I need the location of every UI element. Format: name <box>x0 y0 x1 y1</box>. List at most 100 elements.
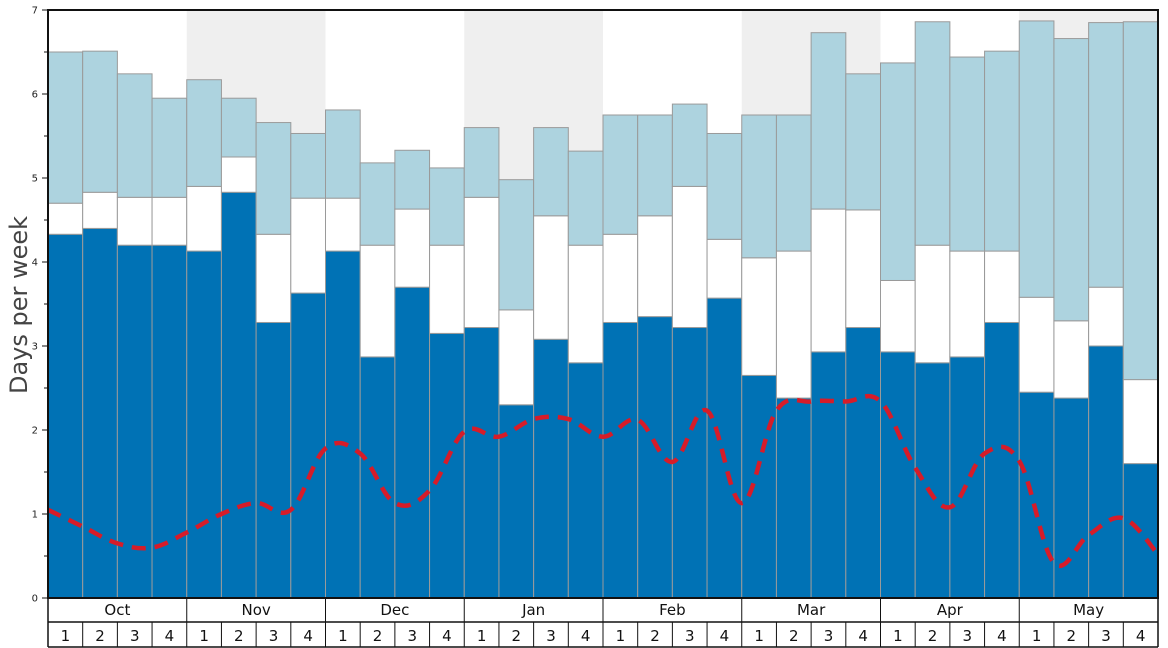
bar-segment-1-0 <box>47 202 84 235</box>
bar-segment-2-22 <box>810 32 847 210</box>
bar-segment-1-14 <box>533 215 569 340</box>
week-label: 2 <box>95 627 105 645</box>
y-tick-label: 2 <box>32 426 38 437</box>
month-label-jan: Jan <box>521 601 545 619</box>
bar-segment-0-14 <box>533 338 569 599</box>
bar-segment-0-11 <box>429 332 465 599</box>
bar-segment-1-18 <box>671 185 708 329</box>
bar-segment-0-7 <box>290 292 326 599</box>
bar-segment-1-31 <box>1122 379 1159 465</box>
bar-segment-0-29 <box>1053 397 1090 599</box>
bar-segment-1-19 <box>706 238 743 299</box>
month-label-dec: Dec <box>380 601 409 619</box>
bar-segment-0-23 <box>845 327 881 599</box>
week-label: 4 <box>997 627 1007 645</box>
bar-segment-2-23 <box>845 73 881 211</box>
bar-segment-2-9 <box>359 162 396 246</box>
week-label: 3 <box>685 627 695 645</box>
bar-segment-2-30 <box>1088 22 1124 288</box>
week-label: 4 <box>1136 627 1146 645</box>
bar-segment-2-2 <box>116 73 153 198</box>
bar-segment-2-16 <box>602 114 639 235</box>
bar-segment-1-29 <box>1053 320 1090 399</box>
bar-segment-0-30 <box>1088 345 1124 599</box>
month-label-nov: Nov <box>241 601 270 619</box>
month-label-apr: Apr <box>937 601 964 619</box>
bar-segment-0-24 <box>880 351 916 599</box>
week-label: 1 <box>199 627 209 645</box>
bar-segment-2-14 <box>533 127 569 217</box>
week-label: 2 <box>1067 627 1077 645</box>
week-label: 2 <box>512 627 522 645</box>
bar-segment-2-26 <box>949 56 986 252</box>
bar-segment-2-7 <box>290 132 326 199</box>
month-label-may: May <box>1073 601 1104 619</box>
bar-segment-2-24 <box>880 62 916 281</box>
y-tick-label: 1 <box>32 510 38 521</box>
month-label-feb: Feb <box>659 601 686 619</box>
trend-line <box>47 393 1160 568</box>
bar-segment-0-12 <box>463 327 500 599</box>
week-label: 1 <box>477 627 487 645</box>
bar-segment-1-5 <box>220 156 257 193</box>
week-label: 2 <box>928 627 938 645</box>
bar-segment-2-21 <box>775 114 812 252</box>
bar-segment-1-16 <box>602 233 639 323</box>
bar-segment-2-8 <box>325 109 361 199</box>
week-label: 1 <box>1032 627 1042 645</box>
bar-segment-0-22 <box>810 351 847 599</box>
week-label: 3 <box>130 627 140 645</box>
week-label: 4 <box>720 627 730 645</box>
bar-segment-2-11 <box>429 167 465 246</box>
bar-segment-2-6 <box>255 122 292 235</box>
bar-segment-1-8 <box>325 197 361 252</box>
y-tick-label: 7 <box>32 6 38 17</box>
week-label: 3 <box>962 627 972 645</box>
bar-segment-0-15 <box>567 362 604 599</box>
week-label: 1 <box>754 627 764 645</box>
week-label: 1 <box>893 627 903 645</box>
month-label-oct: Oct <box>104 601 130 619</box>
bar-segment-2-0 <box>47 51 84 204</box>
bar-segment-1-26 <box>949 250 986 358</box>
bar-segment-0-18 <box>671 327 708 599</box>
bar-segment-0-8 <box>325 250 361 599</box>
bar-segment-2-17 <box>637 114 673 217</box>
week-label: 4 <box>581 627 591 645</box>
bar-segment-2-12 <box>463 127 500 198</box>
bar-segment-1-10 <box>394 208 431 288</box>
week-label: 2 <box>234 627 244 645</box>
week-label: 4 <box>165 627 175 645</box>
bar-segment-1-6 <box>255 233 292 323</box>
bar-segment-2-1 <box>82 50 118 193</box>
bar-segment-1-11 <box>429 244 465 334</box>
week-label: 4 <box>442 627 452 645</box>
bar-segment-1-30 <box>1088 286 1124 347</box>
bar-segment-2-18 <box>671 103 708 187</box>
bar-segment-1-20 <box>741 257 777 376</box>
bar-segment-1-17 <box>637 215 673 318</box>
bar-segment-1-4 <box>186 185 222 252</box>
bar-segment-1-3 <box>151 196 188 246</box>
bar-segment-2-10 <box>394 149 431 210</box>
bar-segment-1-13 <box>498 309 535 406</box>
bar-segment-0-4 <box>186 250 222 599</box>
y-tick-label: 5 <box>32 174 38 185</box>
bar-segment-0-21 <box>775 397 812 599</box>
week-label: 3 <box>824 627 834 645</box>
week-label: 4 <box>858 627 868 645</box>
bar-segment-0-5 <box>220 191 257 599</box>
week-label: 1 <box>61 627 71 645</box>
bar-segment-0-20 <box>741 374 777 599</box>
y-tick-label: 0 <box>32 594 38 605</box>
y-axis-label: Days per week <box>5 216 33 394</box>
bar-segment-1-25 <box>914 244 951 364</box>
bar-segment-1-23 <box>845 209 881 329</box>
bar-segment-2-15 <box>567 150 604 246</box>
bar-segment-1-12 <box>463 196 500 329</box>
bar-segment-2-31 <box>1122 21 1159 381</box>
bar-segment-0-17 <box>637 316 673 599</box>
month-label-mar: Mar <box>797 601 826 619</box>
week-label: 2 <box>373 627 383 645</box>
